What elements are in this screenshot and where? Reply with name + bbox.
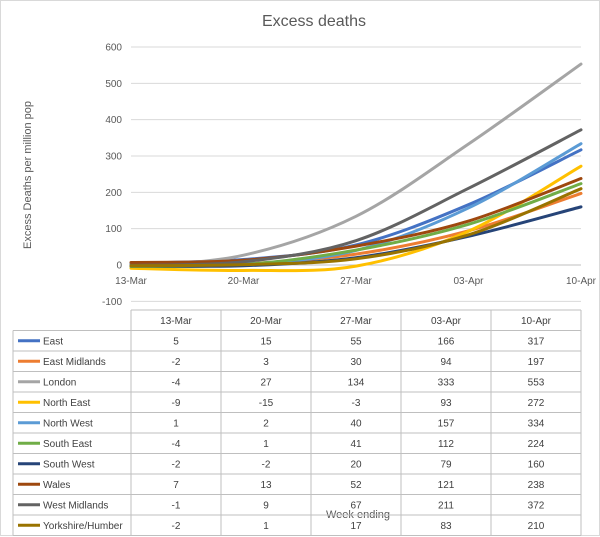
y-tick-label: 500 [105,79,122,90]
y-tick-label: 600 [105,43,122,54]
table-cell: 112 [438,439,454,450]
table-cell: -15 [259,398,274,409]
table-header-cell: 13-Mar [160,316,192,327]
table-cell: 27 [260,378,272,389]
table-series-name: North East [43,398,90,409]
series-line [129,187,583,268]
y-tick-label: 400 [105,115,122,126]
table-cell: 166 [438,337,455,348]
y-tick-label: 300 [105,152,122,163]
table-cell: 5 [173,337,179,348]
table-cell: -1 [172,501,181,512]
table-cell: 3 [263,357,269,368]
table-cell: -2 [172,357,181,368]
x-tick-label: 03-Apr [453,276,484,287]
table-cell: 334 [528,419,545,430]
table-cell: 79 [440,460,452,471]
table-series-name: South West [43,460,95,471]
table-cell: -2 [172,460,181,471]
table-cell: 238 [528,480,545,491]
table-cell: 372 [528,501,545,512]
table-cell: 211 [438,501,454,512]
table-cell: 1 [263,439,269,450]
y-axis-label: Excess Deaths per million pop [22,101,34,249]
y-tick-label: 200 [105,188,122,199]
y-tick-label: 100 [105,224,122,235]
table-cell: 93 [440,398,452,409]
x-tick-label: 10-Apr [566,276,597,287]
x-tick-label: 13-Mar [115,276,147,287]
table-series-name: Wales [43,480,70,491]
table-cell: 317 [528,337,545,348]
table-cell: 333 [438,378,455,389]
table-cell: 1 [173,419,179,430]
table-cell: 197 [528,357,545,368]
table-cell: 30 [350,357,362,368]
table-cell: 83 [440,521,452,532]
table-header-cell: 27-Mar [340,316,372,327]
x-tick-label: 20-Mar [228,276,260,287]
table-header-cell: 03-Apr [431,316,462,327]
table-header-cell: 10-Apr [521,316,552,327]
table-cell: 67 [350,501,362,512]
chart-title: Excess deaths [262,13,366,30]
table-cell: 17 [350,521,362,532]
table-cell: 94 [440,357,452,368]
table-series-name: London [43,378,76,389]
table-series-name: West Midlands [43,501,108,512]
table-header-cell: 20-Mar [250,316,282,327]
table-cell: 160 [528,460,545,471]
table-series-name: Yorkshire/Humber [43,521,123,532]
table-cell: 55 [350,337,362,348]
table-cell: 553 [528,378,545,389]
table-cell: 9 [263,501,269,512]
table-cell: 13 [260,480,272,491]
table-cell: -3 [352,398,361,409]
table-cell: -4 [172,439,181,450]
table-cell: 157 [438,419,455,430]
table-cell: 224 [528,439,545,450]
table-series-name: East Midlands [43,357,106,368]
table-cell: 7 [173,480,179,491]
table-cell: 41 [350,439,362,450]
table-cell: 20 [350,460,362,471]
table-cell: 121 [438,480,455,491]
x-tick-label: 27-Mar [340,276,372,287]
y-tick-label: 0 [116,261,122,272]
table-cell: -4 [172,378,181,389]
y-tick-label: -100 [102,297,122,308]
table-cell: 272 [528,398,545,409]
table-cell: 40 [350,419,362,430]
table-series-name: East [43,337,63,348]
table-cell: -2 [262,460,271,471]
table-cell: 210 [528,521,545,532]
table-series-name: South East [43,439,92,450]
table-cell: 2 [263,419,269,430]
table-cell: -9 [172,398,181,409]
table-cell: 134 [348,378,365,389]
table-cell: 15 [260,337,272,348]
table-cell: 52 [350,480,362,491]
table-cell: 1 [263,521,269,532]
table-series-name: North West [43,419,93,430]
table-cell: -2 [172,521,181,532]
series-line [129,177,583,264]
